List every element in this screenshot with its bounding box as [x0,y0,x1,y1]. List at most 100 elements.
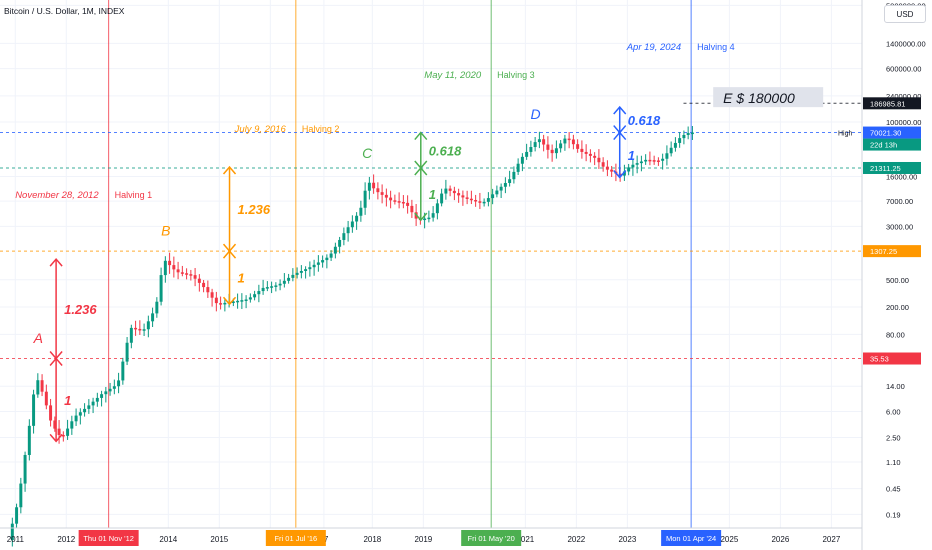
candle-body [397,201,401,203]
fib-arrow-head-bottom [613,125,627,134]
high-tag: High [838,131,853,138]
candle-body [499,186,503,191]
candle-body [406,202,410,206]
level-tag: 70021.30 [870,129,901,138]
candle-body [423,218,427,221]
candle-body [389,197,393,201]
candle-body [57,428,61,435]
candle-body [372,182,376,189]
fib-arrow-head-bottom [414,160,428,170]
fib-arrow-label: 1.236 [64,302,97,317]
halving-date: November 28, 2012 [15,190,99,201]
candle-body [338,239,342,247]
candle-body [469,198,473,201]
candle-body [601,162,605,167]
halving-date-tag-bg [661,530,722,546]
candle-body [652,160,656,162]
candle-body [231,301,235,303]
halving-date-tag: Mon 01 Apr '24 [666,534,716,543]
candle-body [299,270,303,273]
y-tick-label: 7000.00 [886,197,913,206]
candle-body [253,294,257,298]
target-label: E $ 180000 [723,90,795,106]
candle-body [452,190,456,194]
candle-body [308,267,312,270]
fib-arrow-label: 1 [429,187,436,202]
fib-arrow-head-top [613,105,627,115]
candle-body [435,203,439,214]
y-tick-label: 200.00 [886,303,909,312]
x-tick-label: 2021 [516,535,534,544]
candle-body [631,164,635,168]
candle-body [661,158,665,161]
candle-body [197,278,201,283]
fib-arrow-head-bottom [414,212,428,222]
candle-body [325,257,329,261]
candle-body [180,272,184,274]
candle-body [512,171,516,180]
x-tick-label: 2012 [57,535,75,544]
candle-body [274,285,278,287]
candle-body [287,277,291,281]
candle-body [125,342,129,362]
candle-body [427,217,431,220]
candle-body [508,179,512,183]
x-tick-label: 2022 [567,535,585,544]
candle-body [44,391,48,406]
candle-body [567,138,571,141]
candle-body [138,328,142,331]
candle-body [376,188,380,193]
candle-body [32,394,36,426]
currency-button[interactable]: USD [884,5,926,23]
candle-body [380,192,384,195]
y-tick-label: 240000.00 [886,92,921,101]
level-sub: 22d 13h [870,141,897,150]
candle-body [74,415,78,422]
halving-lines [108,0,692,528]
x-tick-label: 2018 [363,535,381,544]
candle-body [155,301,159,314]
target-box [713,87,824,108]
y-tick-label: 600000.00 [886,65,921,74]
y-tick-label: 100000.00 [886,118,921,127]
candle-body [384,194,388,198]
fib-arrows: 1 1.236 1 1.236 1 0.618 1 0.618 [49,105,661,443]
candle-body [206,287,210,293]
candle-body [248,297,252,300]
candle-body [580,148,584,152]
x-axis[interactable]: 2011201220142015201720182019202120222023… [0,527,862,546]
candle-body [61,434,65,437]
candle-body [108,388,112,392]
candle-body [104,391,108,395]
wave-label: B [161,223,170,239]
candle-body [639,161,643,164]
candle-body [210,292,214,298]
halving-date-tag: Thu 01 Nov '12 [83,534,134,543]
level-tag-bg [863,352,921,365]
candle-body [342,233,346,240]
wave-label: D [530,106,540,122]
y-axis[interactable]: 0.19 0.45 1.10 2.50 6.00 14.00 80.00 200.00 500.… [838,0,926,550]
fib-arrow-head-bottom [222,296,237,306]
fib-arrow-head-top [222,165,237,175]
candle-body [656,160,660,162]
candle-body [172,265,176,270]
candle-body [431,213,435,218]
fib-arrow-label: 0.618 [429,143,462,158]
candle-body [223,302,227,305]
candle-body [622,171,626,176]
candle-body [265,287,269,289]
candle-body [112,386,116,389]
candle-body [27,425,31,455]
candle-body [193,275,197,279]
halving-date: May 11, 2020 [424,70,482,81]
candle-body [529,147,533,152]
candle-body [350,221,354,228]
y-tick-label: 2.50 [886,434,901,443]
fib-arrow-label: 1 [238,271,245,286]
halving-date-tag-bg [265,530,326,546]
candle-body [474,200,478,202]
candle-body [100,394,104,398]
level-tag: 35.53 [870,355,889,364]
